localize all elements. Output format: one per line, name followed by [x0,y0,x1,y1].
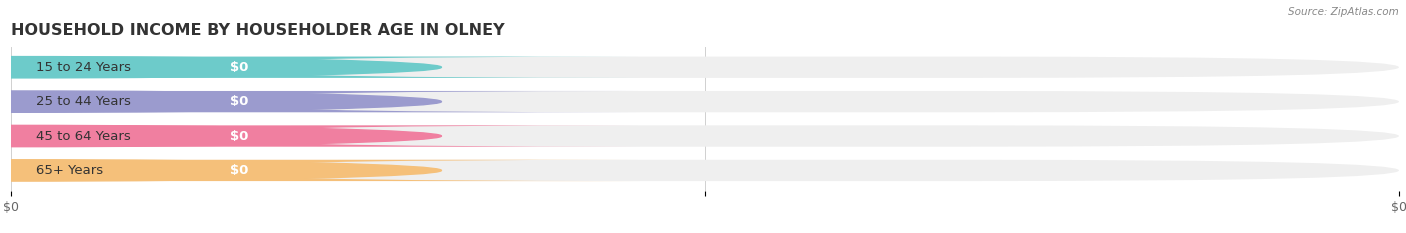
FancyBboxPatch shape [0,160,441,181]
FancyBboxPatch shape [0,57,441,78]
Text: 15 to 24 Years: 15 to 24 Years [37,61,131,74]
FancyBboxPatch shape [11,91,1399,112]
FancyBboxPatch shape [0,91,640,112]
Circle shape [0,91,441,112]
FancyBboxPatch shape [0,125,640,147]
FancyBboxPatch shape [11,125,1399,147]
FancyBboxPatch shape [11,160,1399,181]
Text: HOUSEHOLD INCOME BY HOUSEHOLDER AGE IN OLNEY: HOUSEHOLD INCOME BY HOUSEHOLDER AGE IN O… [11,24,505,38]
Text: 25 to 44 Years: 25 to 44 Years [37,95,131,108]
FancyBboxPatch shape [11,57,1399,78]
FancyBboxPatch shape [0,91,441,112]
Text: 65+ Years: 65+ Years [37,164,104,177]
Text: 45 to 64 Years: 45 to 64 Years [37,130,131,143]
Text: $0: $0 [229,130,247,143]
Circle shape [0,57,441,78]
FancyBboxPatch shape [0,57,640,78]
Text: $0: $0 [229,164,247,177]
Text: $0: $0 [229,61,247,74]
FancyBboxPatch shape [0,160,640,181]
Circle shape [0,160,441,181]
Circle shape [0,125,441,147]
Text: Source: ZipAtlas.com: Source: ZipAtlas.com [1288,7,1399,17]
FancyBboxPatch shape [0,125,441,147]
Text: $0: $0 [229,95,247,108]
